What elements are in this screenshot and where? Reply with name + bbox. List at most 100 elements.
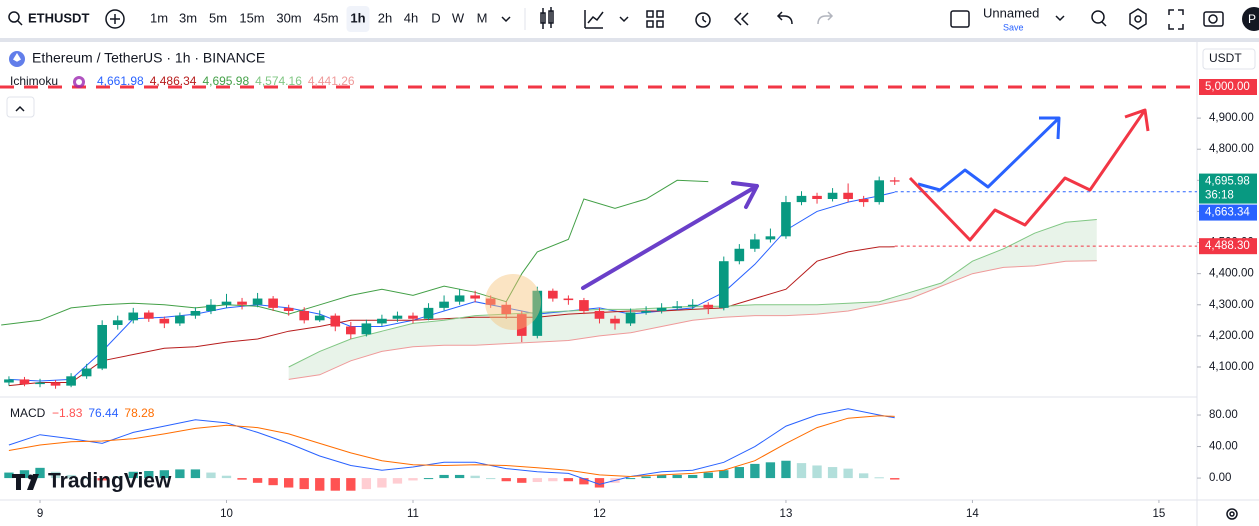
- ichimoku-line: [1, 179, 709, 326]
- collapse-icon[interactable]: [15, 105, 25, 112]
- interval-button[interactable]: M: [477, 10, 488, 25]
- interval-button[interactable]: 4h: [404, 10, 418, 25]
- layout-menu[interactable]: [1055, 15, 1065, 22]
- candle-body: [268, 298, 278, 308]
- redo-button[interactable]: [817, 11, 834, 25]
- search-icon[interactable]: [8, 11, 23, 26]
- macd-bar: [796, 463, 807, 479]
- candle-body: [112, 320, 123, 325]
- interval-button[interactable]: 45m: [313, 10, 338, 25]
- macd-bar: [843, 468, 853, 479]
- legend-value: 4,486.34: [150, 74, 197, 88]
- macd-bar: [284, 478, 294, 488]
- interval-button[interactable]: 30m: [276, 10, 301, 25]
- macd-bar: [734, 467, 744, 479]
- interval-button[interactable]: 1m: [150, 10, 168, 25]
- macd-bar: [656, 474, 667, 479]
- macd-bar: [719, 470, 729, 479]
- avatar[interactable]: [1242, 7, 1259, 31]
- quick-search[interactable]: [1091, 10, 1107, 27]
- macd-line: [8, 408, 895, 485]
- snapshot-button[interactable]: [1203, 11, 1224, 27]
- macd-bar: [237, 478, 247, 480]
- candle-body: [66, 376, 76, 386]
- candle-body: [516, 314, 527, 336]
- macd-bar: [206, 472, 216, 479]
- candle-body: [889, 180, 900, 182]
- interval-button[interactable]: D: [431, 10, 440, 25]
- y-tick-label: 4,800.00: [1209, 143, 1254, 155]
- candle-body: [97, 324, 107, 369]
- currency[interactable]: USDT: [1209, 51, 1242, 65]
- plot-area: [0, 42, 1259, 526]
- macd-bar: [781, 460, 791, 479]
- alert-button[interactable]: [695, 12, 711, 28]
- macd-bar: [35, 467, 45, 479]
- price-label-box: [1199, 204, 1257, 221]
- macd-bar: [175, 469, 185, 479]
- highlight-circle[interactable]: [485, 274, 541, 330]
- candle-body: [299, 310, 310, 321]
- settings-button[interactable]: [1129, 8, 1147, 30]
- red-path-arrow[interactable]: [908, 108, 1150, 242]
- macd-bar: [827, 467, 838, 479]
- macd-bar: [625, 478, 636, 480]
- macd-bar: [4, 472, 14, 479]
- interval-menu[interactable]: [501, 16, 511, 23]
- time-axis-settings[interactable]: [1226, 508, 1238, 520]
- interval-button[interactable]: W: [452, 10, 465, 25]
- candle-body: [19, 379, 30, 385]
- macd-bar: [470, 475, 480, 479]
- interval-button[interactable]: 15m: [239, 10, 264, 25]
- macd-bar: [486, 478, 496, 480]
- macd-bar: [858, 473, 869, 479]
- candle-body: [687, 304, 698, 307]
- purple-arrow[interactable]: [581, 181, 759, 290]
- macd-bar: [315, 478, 325, 491]
- x-tick-label: 11: [407, 508, 419, 520]
- candle-body: [252, 298, 263, 305]
- symbol[interactable]: ETHUSDT: [28, 10, 89, 25]
- candle-body: [563, 298, 574, 301]
- candle-body: [781, 202, 791, 237]
- candle-body: [485, 298, 496, 305]
- macd-bar: [563, 478, 574, 482]
- candle-body: [579, 300, 589, 311]
- candle-body: [610, 318, 620, 324]
- macd-bar: [579, 478, 589, 485]
- candle-body: [858, 198, 869, 203]
- undo-button[interactable]: [776, 11, 793, 25]
- replay-button[interactable]: [733, 12, 749, 26]
- templates-button[interactable]: [646, 10, 664, 28]
- interval-button[interactable]: 3m: [179, 10, 197, 25]
- blue-path-arrow[interactable]: [917, 116, 1061, 192]
- candle-body: [641, 310, 651, 313]
- layout-name[interactable]: Unnamed: [983, 5, 1039, 20]
- macd-bar: [144, 470, 154, 479]
- macd-bar: [377, 478, 387, 488]
- watermark: TradingView: [48, 470, 172, 493]
- indicators-button[interactable]: [584, 10, 604, 29]
- currency-box[interactable]: [1202, 48, 1256, 70]
- layout-icon[interactable]: [950, 10, 970, 28]
- candle-type-button[interactable]: [540, 7, 554, 29]
- macd-bar: [594, 478, 605, 488]
- interval-button[interactable]: 1h: [350, 10, 365, 25]
- avatar-letter[interactable]: P: [1248, 12, 1256, 26]
- x-tick-label: 13: [780, 508, 793, 520]
- indicators-menu[interactable]: [619, 16, 629, 23]
- save-label[interactable]: Save: [1003, 22, 1024, 32]
- candle-body: [143, 312, 154, 319]
- interval-button[interactable]: 5m: [209, 10, 227, 25]
- indicator-name: Ichimoku: [10, 74, 58, 88]
- macd-bar: [346, 478, 356, 491]
- interval-button[interactable]: 2h: [378, 10, 392, 25]
- fullscreen-button[interactable]: [1168, 9, 1184, 30]
- macd-bar: [812, 465, 822, 479]
- candle-body: [656, 307, 667, 311]
- candle-body: [392, 315, 403, 319]
- x-tick-label: 10: [220, 508, 233, 520]
- compare-button[interactable]: [105, 9, 125, 29]
- macd-line: [8, 415, 895, 478]
